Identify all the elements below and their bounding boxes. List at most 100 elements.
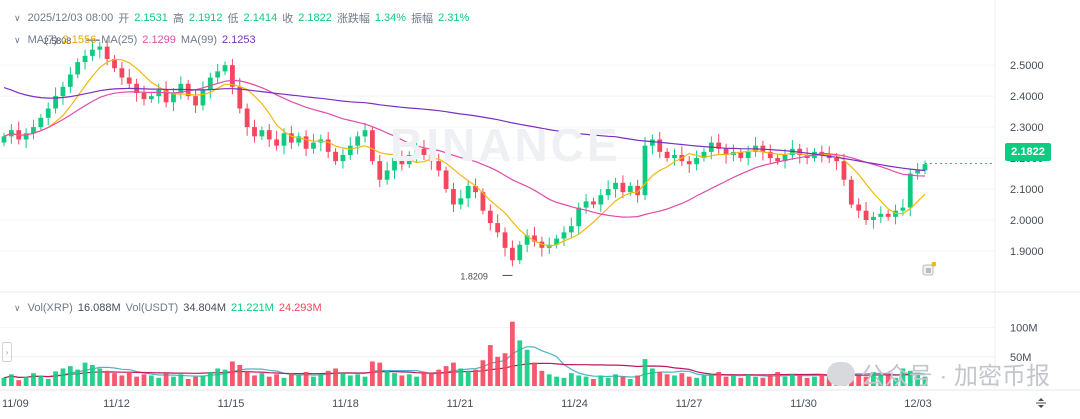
volume-ma-b-line [3,362,925,379]
volume-bar [134,376,140,386]
candle-body [900,207,906,211]
candle-body [487,210,493,224]
vol-ma-b-value: 24.293M [278,302,322,314]
close-value: 2.1822 [298,12,332,24]
moving-average-lines [3,58,926,379]
volume-bar [355,374,361,386]
time-tick-label: 11/18 [332,398,359,410]
volume-bar [318,374,324,386]
ma99-value: 2.1253 [221,34,256,46]
volume-bar [539,370,545,386]
ma-chevron-icon[interactable]: ∨ [14,34,21,45]
volume-bar [193,376,198,386]
ma7-line [3,58,926,247]
candle-body [53,96,58,109]
volume-bar [451,362,456,386]
vol-xrp-value: 16.088M [77,302,121,314]
volume-bar [97,368,103,386]
candle-body [104,46,110,59]
candle-datetime: 2025/12/03 08:00 [27,12,114,24]
volume-bar [532,362,537,386]
volume-bar [67,366,73,386]
volume-bar [686,376,692,386]
volume-bar [797,375,803,386]
candle-body [561,232,567,239]
candle-body [915,170,921,174]
candle-body [75,62,81,75]
volume-chevron-icon[interactable]: ∨ [14,302,21,313]
alert-bell-icon[interactable] [922,262,936,276]
volume-bar [31,373,36,386]
ma99-line [3,87,926,172]
candle-body [1,136,7,143]
low-annotation: 1.8209 [460,271,488,281]
candle-body [119,68,125,78]
volume-bar [856,375,862,386]
volume-bar [568,373,574,386]
ohlc-header: ∨ 2025/12/03 08:00 开 2.1531 高 2.1912 低 2… [14,10,469,26]
price-tick-label: 2.0000 [1010,215,1044,227]
candle-body [436,161,442,171]
candle-body [171,93,176,103]
volume-bar [642,359,648,386]
candle-body [524,235,530,245]
candle-body [178,83,184,94]
volume-bar [178,374,184,386]
volume-bar [414,376,420,386]
volume-bar [215,368,221,386]
candle-body [856,204,862,211]
vol-ma-a-value: 21.221M [231,302,274,314]
volume-bar [458,368,464,386]
volume-bar [148,375,154,386]
candle-body [694,158,699,165]
chevron-right-icon: › [5,347,9,357]
candle-body [716,142,722,149]
candle-body [502,232,508,248]
price-tick-label: 2.4000 [1010,91,1044,103]
amplitude-value: 2.31% [438,12,470,24]
candle-body [384,170,390,180]
volume-bar [900,368,906,386]
candle-body [509,247,515,261]
candle-body [45,108,51,118]
candle-body [428,154,434,162]
candle-body [613,182,618,190]
volume-bar [487,345,493,386]
volume-bar [907,370,913,386]
volume-bar [112,373,117,386]
volume-legend: ∨ Vol(XRP) 16.088M Vol(USDT) 34.804M 21.… [14,302,322,314]
binance-watermark: BINANCE [390,119,621,171]
candle-body [834,158,839,162]
time-tick-label: 11/27 [676,398,703,410]
candle-body [458,198,464,205]
candle-body [156,89,162,97]
volume-bar [23,376,29,386]
volume-bar [362,376,368,386]
volume-bar [694,377,699,386]
volume-bar [370,361,375,386]
candle-body [60,86,66,97]
volume-bar [753,376,758,386]
volume-bar [259,373,265,386]
volume-bar [767,375,773,386]
scroll-left-handle[interactable]: › [2,342,12,362]
volume-bar [436,369,442,386]
candle-body [907,173,913,208]
candle-body [627,185,633,193]
collapse-chevron-icon[interactable]: ∨ [14,12,21,23]
volume-bar [288,373,294,386]
candle-body [664,151,670,159]
resize-handle-icon[interactable] [1034,396,1048,410]
candle-body [38,117,44,128]
candle-body [443,170,449,190]
volume-bar [635,375,641,386]
volume-bar [281,377,287,386]
volume-bar [664,374,670,386]
candle-body [90,49,95,56]
time-tick-label: 12/03 [904,398,932,410]
volume-bar [38,375,44,386]
volume-bar [104,370,110,386]
volume-bar [782,376,788,386]
volume-bar [384,370,390,386]
volume-bar [222,369,228,386]
